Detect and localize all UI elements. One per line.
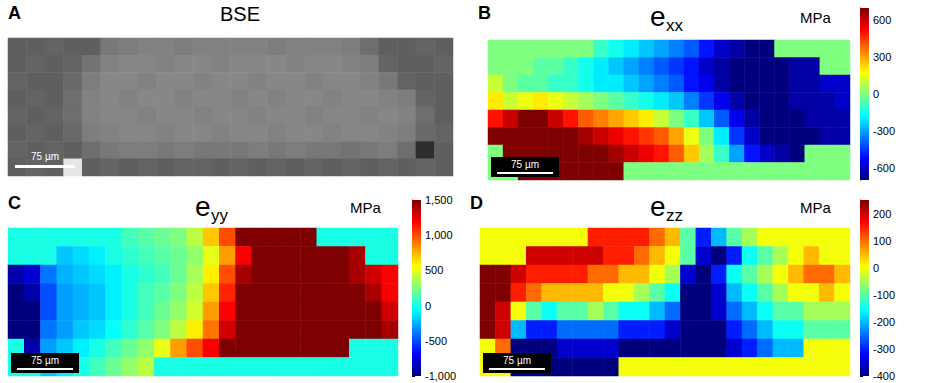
svg-text:75 µm: 75 µm xyxy=(31,355,59,366)
svg-text:-200: -200 xyxy=(873,316,895,328)
svg-text:100: 100 xyxy=(873,235,891,247)
svg-text:yy: yy xyxy=(211,206,229,225)
svg-text:-1,000: -1,000 xyxy=(425,370,456,382)
svg-text:0: 0 xyxy=(873,262,879,274)
svg-text:xx: xx xyxy=(666,16,684,35)
svg-text:500: 500 xyxy=(425,264,443,276)
svg-text:1,500: 1,500 xyxy=(425,194,453,206)
svg-text:MPa: MPa xyxy=(350,199,382,216)
svg-text:e: e xyxy=(195,191,211,222)
svg-text:-100: -100 xyxy=(873,289,895,301)
svg-text:-300: -300 xyxy=(873,343,895,355)
svg-text:C: C xyxy=(8,193,21,213)
svg-text:300: 300 xyxy=(873,51,891,63)
svg-text:75 µm: 75 µm xyxy=(511,159,539,170)
svg-text:-300: -300 xyxy=(873,125,895,137)
svg-text:MPa: MPa xyxy=(800,9,832,26)
svg-text:e: e xyxy=(650,1,666,32)
svg-text:75 µm: 75 µm xyxy=(503,355,531,366)
svg-text:600: 600 xyxy=(873,14,891,26)
svg-text:B: B xyxy=(478,3,491,23)
svg-text:200: 200 xyxy=(873,208,891,220)
svg-text:zz: zz xyxy=(666,206,683,225)
svg-text:-600: -600 xyxy=(873,162,895,174)
svg-text:BSE: BSE xyxy=(220,3,260,25)
svg-text:D: D xyxy=(470,193,483,213)
svg-text:e: e xyxy=(650,191,666,222)
svg-text:0: 0 xyxy=(873,88,879,100)
svg-text:A: A xyxy=(8,3,21,23)
svg-text:0: 0 xyxy=(425,300,431,312)
svg-text:-400: -400 xyxy=(873,370,895,382)
svg-text:1,000: 1,000 xyxy=(425,229,453,241)
svg-text:MPa: MPa xyxy=(800,199,832,216)
svg-text:75 µm: 75 µm xyxy=(31,151,59,162)
svg-text:-500: -500 xyxy=(425,335,447,347)
